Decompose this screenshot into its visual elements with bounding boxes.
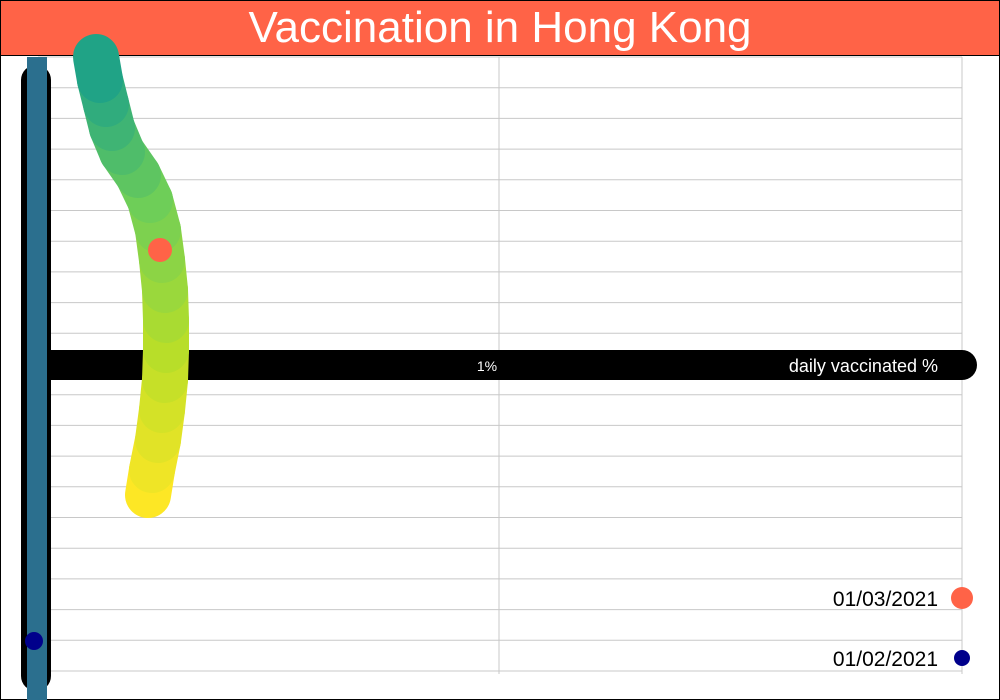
legend-label: 01/02/2021: [833, 648, 938, 671]
path-markers: [25, 238, 172, 650]
vaccination-path: [73, 34, 189, 518]
path-segment: [73, 34, 123, 103]
title-bar: Vaccination in Hong Kong: [1, 1, 999, 56]
path-marker-navy: [25, 632, 43, 650]
grid-lines: [38, 56, 963, 674]
legend-label: 01/03/2021: [833, 588, 938, 611]
chart-title: Vaccination in Hong Kong: [248, 3, 752, 52]
x-axis-label: daily vaccinated %: [789, 356, 938, 376]
y-axis: [21, 57, 51, 700]
legend-marker: [951, 587, 973, 609]
path-marker-orange: [148, 238, 172, 262]
legend-marker: [954, 650, 970, 666]
legend: 01/03/2021 01/02/2021: [833, 587, 973, 671]
x-tick-label: 1%: [477, 358, 497, 374]
x-axis: 1% daily vaccinated %: [23, 350, 977, 380]
